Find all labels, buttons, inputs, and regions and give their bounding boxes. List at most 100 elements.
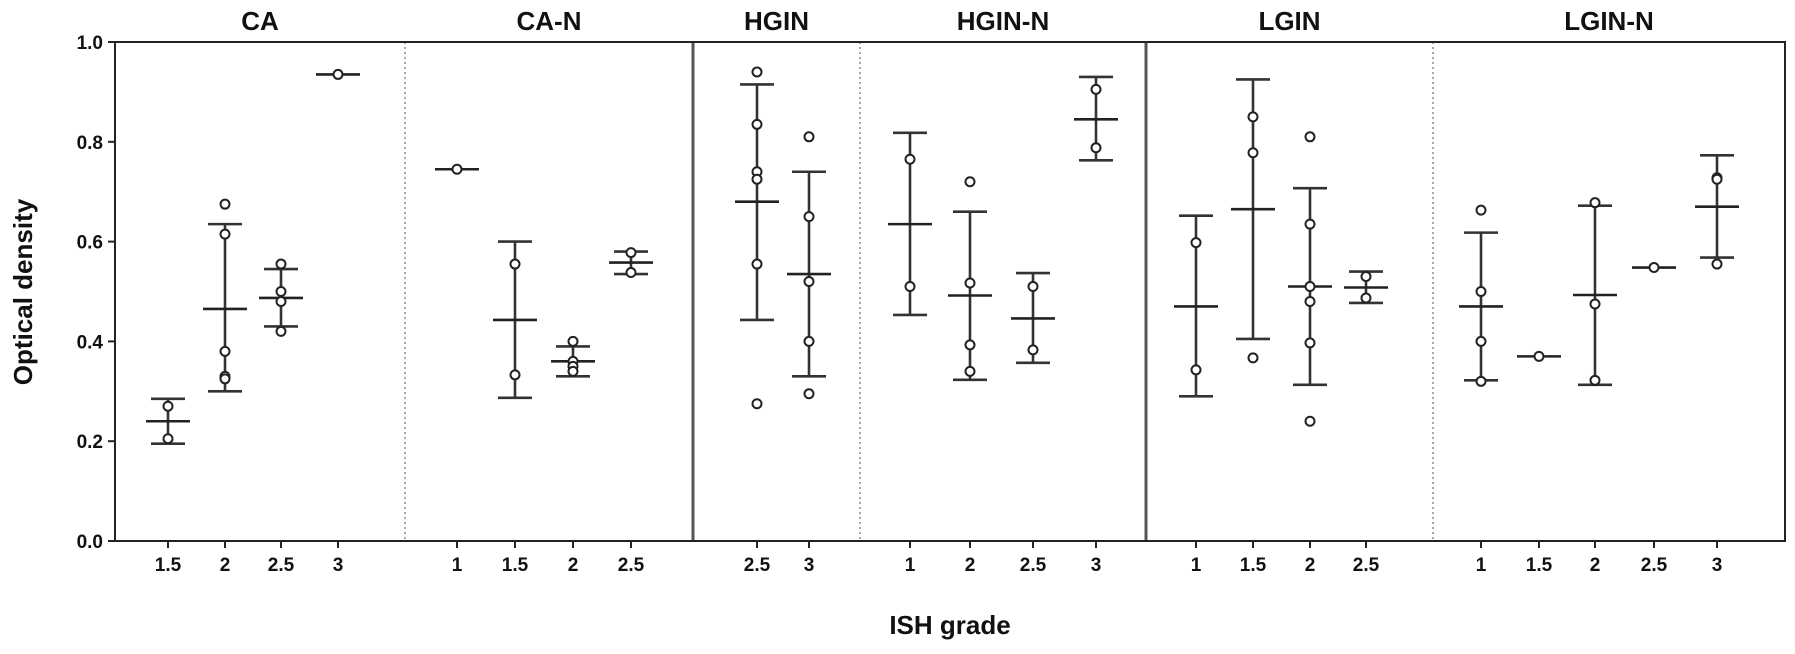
- data-point: [964, 176, 976, 188]
- data-point: [1475, 286, 1487, 297]
- data-point: [1304, 218, 1316, 230]
- grade-group: 2.5: [1344, 270, 1388, 576]
- x-tick-label: 2.5: [744, 555, 771, 576]
- y-axis: 0.0 0.2 0.4 0.6 0.8 1.0: [77, 33, 115, 553]
- data-point: [1247, 352, 1259, 364]
- data-point: [1190, 364, 1202, 376]
- x-tick-label: 3: [1091, 555, 1102, 576]
- data-point: [1533, 350, 1545, 362]
- data-point: [625, 267, 637, 279]
- data-point: [275, 325, 287, 337]
- x-tick-label: 2.5: [1353, 555, 1380, 576]
- panel-title: LGIN-N: [1564, 6, 1654, 36]
- data-point: [451, 163, 463, 175]
- data-point: [332, 68, 344, 80]
- y-tick-label: 0.0: [77, 532, 103, 553]
- data-point: [1304, 131, 1316, 143]
- panel-lgin-n: LGIN-N 1 1.5 2 2.5 3: [1459, 6, 1739, 576]
- data-point: [219, 198, 231, 210]
- data-point: [904, 281, 916, 293]
- data-point: [1360, 292, 1372, 304]
- data-point: [1090, 142, 1102, 154]
- grade-group: 1.5: [1517, 350, 1561, 576]
- data-point: [1190, 237, 1202, 249]
- data-point: [1304, 281, 1316, 293]
- y-tick-label: 0.4: [77, 332, 104, 353]
- y-tick-label: 0.8: [77, 133, 103, 154]
- data-point: [219, 228, 231, 240]
- data-point: [275, 286, 287, 297]
- x-tick-label: 1.5: [1240, 555, 1267, 576]
- panel-title: CA-N: [517, 6, 582, 36]
- data-point: [904, 153, 916, 165]
- x-tick-label: 1: [452, 555, 463, 576]
- data-point: [1475, 204, 1487, 216]
- grade-group: 1: [888, 131, 932, 576]
- x-tick-label: 2: [1305, 555, 1316, 576]
- data-point: [275, 295, 287, 307]
- data-point: [625, 247, 637, 259]
- data-point: [751, 66, 763, 78]
- panel-ca: CA 1.5 2 2.5 3: [146, 6, 360, 576]
- data-point: [1475, 375, 1487, 387]
- grade-group: 1.5: [146, 397, 190, 576]
- grade-group: 3: [1074, 75, 1118, 576]
- grade-group: 3: [1695, 153, 1739, 576]
- data-point: [567, 365, 579, 377]
- grade-group: 2: [1288, 131, 1332, 576]
- data-point: [1027, 344, 1039, 356]
- grade-group: 1.5: [1231, 78, 1275, 576]
- data-point: [1360, 271, 1372, 283]
- data-point: [219, 345, 231, 357]
- data-point: [1027, 281, 1039, 293]
- data-point: [803, 131, 815, 143]
- x-tick-label: 1.5: [155, 555, 182, 576]
- panel-title: LGIN: [1258, 6, 1320, 36]
- data-point: [1589, 197, 1601, 209]
- x-tick-label: 2: [965, 555, 976, 576]
- y-tick-label: 1.0: [77, 33, 103, 54]
- data-point: [1304, 295, 1316, 307]
- data-point: [964, 339, 976, 351]
- y-axis-title: Optical density: [8, 198, 38, 385]
- grade-group: 2.5: [1011, 271, 1055, 576]
- panels-layer: CA 1.5 2 2.5 3 CA-N 1 1.5 2 2.5 HGIN 2.5 3 HGIN-N 1 2 2.…: [146, 6, 1739, 576]
- grade-group: 2: [551, 335, 595, 576]
- grade-group: 2.5: [259, 258, 303, 576]
- data-point: [1589, 298, 1601, 310]
- panel-title: CA: [241, 6, 279, 36]
- panel-hgin-n: HGIN-N 1 2 2.5 3: [888, 6, 1118, 576]
- x-tick-label: 1.5: [1526, 555, 1553, 576]
- data-point: [1304, 337, 1316, 349]
- grade-group: 2: [203, 198, 247, 576]
- grade-group: 1: [435, 163, 479, 576]
- data-point: [803, 211, 815, 223]
- data-point: [751, 258, 763, 270]
- grade-group: 2.5: [735, 66, 779, 576]
- x-tick-label: 2.5: [618, 555, 645, 576]
- data-point: [162, 433, 174, 445]
- data-point: [803, 276, 815, 288]
- data-point: [964, 277, 976, 289]
- x-tick-label: 1: [905, 555, 916, 576]
- y-tick-label: 0.2: [77, 432, 103, 453]
- data-point: [803, 335, 815, 347]
- data-point: [1304, 415, 1316, 427]
- data-point: [964, 365, 976, 377]
- data-point: [751, 118, 763, 130]
- data-point: [1711, 173, 1723, 185]
- data-point: [219, 373, 231, 385]
- grade-group: 1: [1459, 204, 1503, 576]
- x-tick-label: 3: [1712, 555, 1723, 576]
- data-point: [1475, 335, 1487, 347]
- data-point: [1711, 258, 1723, 270]
- data-point: [751, 173, 763, 185]
- x-tick-label: 2: [1590, 555, 1601, 576]
- x-tick-label: 2: [568, 555, 579, 576]
- grade-group: 1.5: [493, 240, 537, 576]
- x-tick-label: 1: [1476, 555, 1487, 576]
- data-point: [509, 369, 521, 381]
- data-point: [1247, 111, 1259, 123]
- grade-group: 3: [787, 131, 831, 576]
